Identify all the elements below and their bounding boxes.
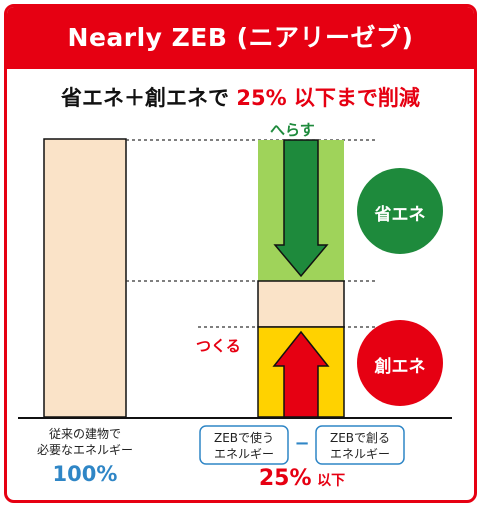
conventional-label-line2: 必要なエネルギー: [36, 443, 133, 457]
reduce-label: へらす: [270, 121, 315, 139]
conventional-label-line1: 従来の建物で: [48, 427, 121, 441]
result-percent: 25%: [258, 466, 312, 491]
created-box-line1: ZEBで創る: [329, 431, 391, 445]
subtitle: 省エネ＋創エネで 25% 以下まで削減: [0, 82, 481, 112]
subtitle-highlight: 25% 以下まで削減: [236, 86, 420, 110]
used-box-line2: エネルギー: [213, 447, 274, 461]
saving-badge-circle: [357, 168, 443, 254]
create-label: つくる: [196, 337, 241, 355]
header-title: Nearly ZEB (ニアリーゼブ): [7, 7, 474, 69]
created-energy-box: [315, 425, 405, 465]
minus-sign: −: [294, 433, 310, 454]
saving-badge-text: 省エネ: [374, 205, 426, 225]
creation-badge-circle: [357, 320, 443, 406]
created-box-line2: エネルギー: [329, 447, 390, 461]
conventional-percent: 100%: [52, 462, 118, 486]
used-energy-segment: [257, 280, 345, 328]
used-energy-box: [199, 425, 289, 465]
conventional-energy-bar: [43, 138, 127, 418]
creation-badge-text: 創エネ: [374, 357, 426, 377]
reduce-arrow-icon: [273, 139, 329, 278]
subtitle-prefix: 省エネ＋創エネで: [61, 86, 237, 110]
result: 25% 以下: [200, 466, 404, 491]
used-box-line1: ZEBで使う: [213, 431, 275, 445]
result-suffix: 以下: [317, 473, 346, 489]
